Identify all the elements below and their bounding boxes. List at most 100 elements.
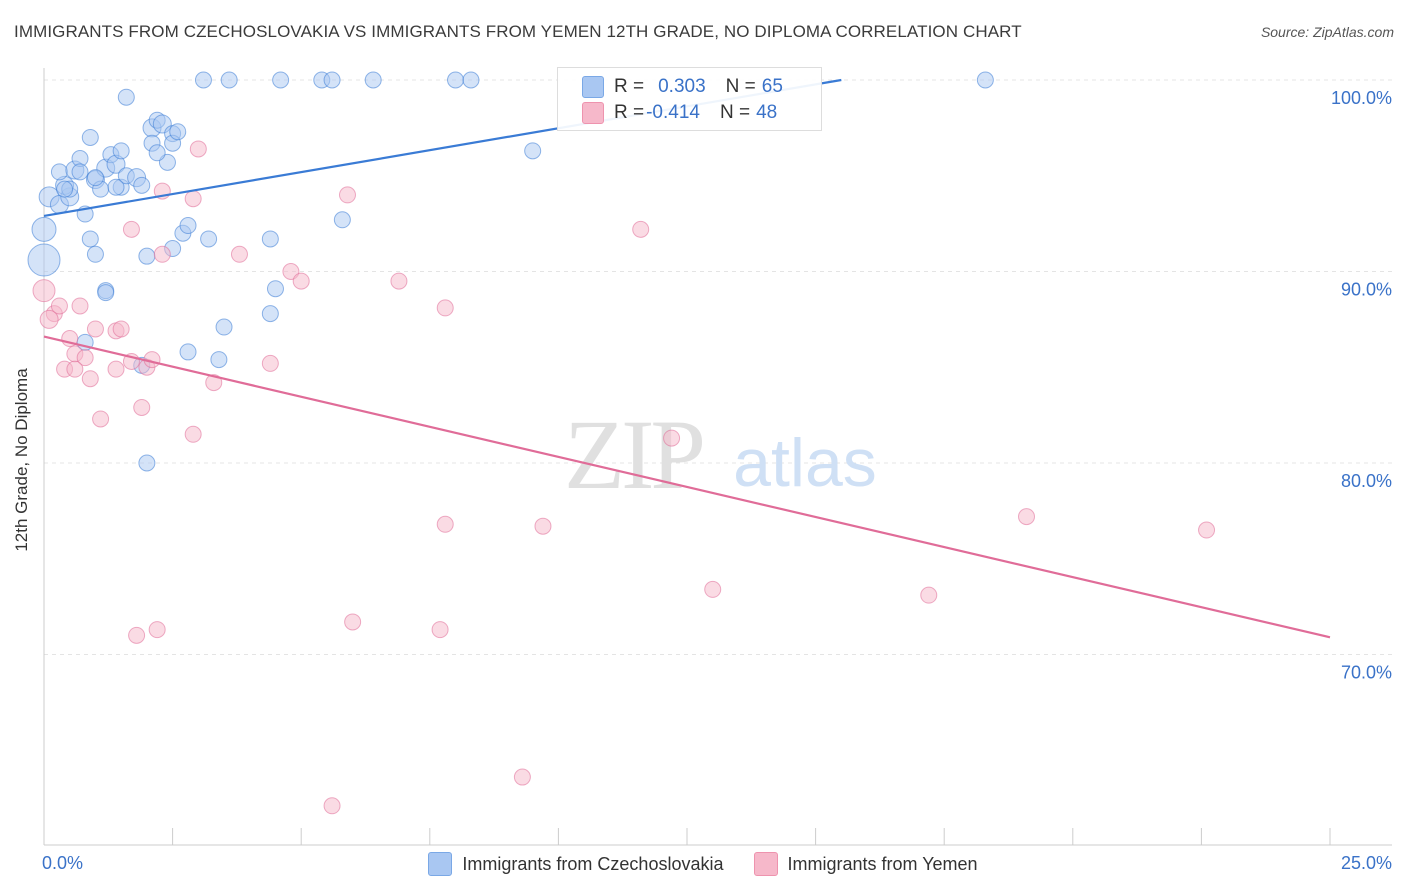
- legend-swatch-pink: [753, 852, 778, 876]
- correlation-legend: R = 0.303 N = 65 R = -0.414 N = 48: [557, 67, 822, 131]
- point-czechoslovakia: [462, 71, 480, 89]
- point-yemen: [920, 586, 938, 604]
- point-yemen: [230, 245, 248, 263]
- point-yemen: [50, 297, 68, 315]
- point-czechoslovakia: [138, 454, 156, 472]
- point-yemen: [153, 245, 171, 263]
- point-czechoslovakia: [31, 216, 57, 242]
- legend-r-value: -0.414: [646, 102, 700, 123]
- x-tick-label: 25.0%: [1341, 853, 1392, 873]
- point-czechoslovakia: [81, 230, 99, 248]
- point-czechoslovakia: [138, 247, 156, 265]
- point-yemen: [534, 517, 552, 535]
- point-yemen: [81, 370, 99, 388]
- point-czechoslovakia: [107, 178, 125, 196]
- legend-swatch-blue: [428, 852, 453, 876]
- legend-swatch-blue: [582, 76, 604, 98]
- watermark: ZIP atlas: [564, 399, 877, 510]
- legend-label-yemen: Immigrants from Yemen: [787, 853, 978, 874]
- legend-r-label: R =: [614, 76, 645, 97]
- data-points: [27, 71, 1216, 815]
- point-yemen: [107, 360, 125, 378]
- point-yemen: [1018, 508, 1036, 526]
- legend-n-label: N =: [725, 76, 756, 97]
- point-yemen: [205, 374, 223, 392]
- y-tick-label: 100.0%: [1331, 88, 1392, 108]
- legend-n-value: 48: [756, 102, 778, 123]
- trend-line-yemen: [43, 335, 1331, 639]
- point-czechoslovakia: [447, 71, 465, 89]
- point-czechoslovakia: [169, 123, 187, 141]
- point-yemen: [338, 186, 356, 204]
- point-yemen: [32, 279, 56, 303]
- point-czechoslovakia: [194, 71, 212, 89]
- y-tick-label: 80.0%: [1341, 471, 1392, 491]
- watermark-zip: ZIP: [564, 399, 702, 510]
- point-yemen: [1198, 521, 1216, 539]
- point-yemen: [431, 621, 449, 639]
- point-czechoslovakia: [210, 351, 228, 369]
- legend-item-yemen: Immigrants from Yemen: [753, 852, 978, 876]
- point-czechoslovakia: [179, 343, 197, 361]
- point-czechoslovakia: [524, 142, 542, 160]
- point-yemen: [390, 272, 408, 290]
- point-yemen: [292, 272, 310, 290]
- point-czechoslovakia: [27, 243, 61, 277]
- point-yemen: [133, 398, 151, 416]
- point-yemen: [261, 354, 279, 372]
- y-tick-label: 70.0%: [1341, 663, 1392, 683]
- point-czechoslovakia: [71, 163, 89, 181]
- point-yemen: [436, 515, 454, 533]
- trend-lines: [43, 78, 1331, 639]
- point-czechoslovakia: [86, 169, 104, 187]
- point-yemen: [66, 360, 84, 378]
- point-yemen: [86, 320, 104, 338]
- point-yemen: [663, 429, 681, 447]
- point-czechoslovakia: [81, 128, 99, 146]
- point-czechoslovakia: [272, 71, 290, 89]
- point-czechoslovakia: [364, 71, 382, 89]
- point-yemen: [344, 613, 362, 631]
- legend-n-value: 65: [761, 76, 783, 97]
- point-yemen: [704, 580, 722, 598]
- point-czechoslovakia: [333, 211, 351, 229]
- point-yemen: [122, 220, 140, 238]
- point-yemen: [323, 797, 341, 815]
- point-yemen: [632, 220, 650, 238]
- point-yemen: [71, 297, 89, 315]
- y-axis-label: 12th Grade, No Diploma: [12, 368, 31, 552]
- point-czechoslovakia: [200, 230, 218, 248]
- point-yemen: [39, 309, 59, 329]
- legend-r-value: 0.303: [658, 76, 706, 97]
- point-czechoslovakia: [215, 318, 233, 336]
- point-yemen: [128, 626, 146, 644]
- point-yemen: [184, 190, 202, 208]
- point-czechoslovakia: [179, 217, 197, 235]
- point-czechoslovakia: [117, 88, 135, 106]
- legend-r-label: R =: [614, 102, 645, 123]
- point-czechoslovakia: [261, 230, 279, 248]
- series-legend: Immigrants from Czechoslovakia Immigrant…: [0, 852, 1406, 876]
- point-czechoslovakia: [261, 305, 279, 323]
- point-czechoslovakia: [976, 71, 994, 89]
- point-yemen: [148, 621, 166, 639]
- point-czechoslovakia: [148, 144, 166, 162]
- legend-label-czechoslovakia: Immigrants from Czechoslovakia: [462, 853, 724, 874]
- point-yemen: [189, 140, 207, 158]
- grid-lines: [44, 79, 1392, 655]
- chart-title: IMMIGRANTS FROM CZECHOSLOVAKIA VS IMMIGR…: [14, 22, 1022, 41]
- point-yemen: [184, 425, 202, 443]
- point-czechoslovakia: [112, 142, 130, 160]
- axes: [43, 68, 1392, 846]
- point-czechoslovakia: [323, 71, 341, 89]
- point-czechoslovakia: [97, 284, 115, 302]
- point-czechoslovakia: [56, 180, 74, 198]
- point-czechoslovakia: [266, 280, 284, 298]
- legend-row-yemen: R = -0.414 N = 48: [582, 101, 777, 125]
- legend-swatch-pink: [582, 102, 604, 124]
- x-tick-label: 0.0%: [42, 853, 83, 873]
- legend-item-czechoslovakia: Immigrants from Czechoslovakia: [428, 852, 724, 876]
- point-czechoslovakia: [86, 245, 104, 263]
- tick-labels: 70.0% 80.0% 90.0% 100.0% 0.0% 25.0%: [42, 88, 1392, 873]
